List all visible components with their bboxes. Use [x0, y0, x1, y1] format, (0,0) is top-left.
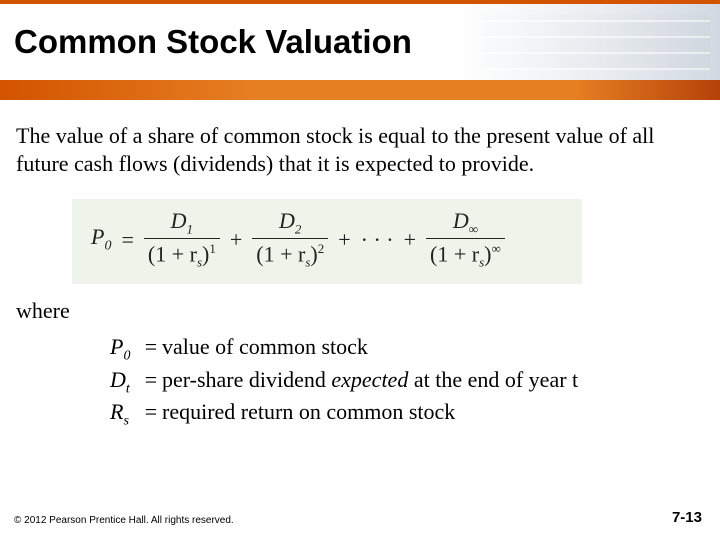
plus-1: + — [230, 227, 242, 253]
stock-valuation-formula: P0 = D1 (1 + rs)1 + D2 (1 + rs)2 + · · ·… — [91, 210, 563, 269]
plus-2: + — [338, 227, 350, 253]
term1-num-var: D — [171, 208, 187, 233]
def1-pre: per-share dividend — [162, 367, 331, 392]
def2-sym: R — [110, 399, 123, 424]
termN-den-base: (1 + r — [430, 242, 479, 267]
def-text: required return on common stock — [162, 399, 704, 425]
equals-sign: = — [121, 227, 133, 253]
def1-post: at the end of year t — [408, 367, 578, 392]
plus-3: + — [404, 227, 416, 253]
ellipsis: · · · — [361, 227, 394, 253]
term1-num-sub: 1 — [187, 221, 194, 236]
def-symbol: Dt — [110, 367, 140, 397]
header-title-bar: Common Stock Valuation — [0, 4, 720, 80]
slide-header: Common Stock Valuation — [0, 0, 720, 100]
def0-sub: 0 — [123, 349, 130, 364]
formula-box: P0 = D1 (1 + rs)1 + D2 (1 + rs)2 + · · ·… — [72, 199, 582, 284]
lhs-subscript: 0 — [104, 239, 111, 254]
def-equals: = — [140, 399, 162, 425]
formula-term-last: D∞ (1 + rs)∞ — [426, 210, 505, 269]
def1-ital: expected — [331, 367, 408, 392]
def0-sym: P — [110, 334, 123, 359]
term1-den-sup: 1 — [209, 241, 216, 256]
formula-term-2: D2 (1 + rs)2 — [252, 210, 328, 269]
def0-pre: value of common stock — [162, 334, 368, 359]
def2-pre: required return on common stock — [162, 399, 455, 424]
term2-den-close: ) — [310, 242, 317, 267]
page-number: 7-13 — [672, 509, 702, 526]
term2-den-sup: 2 — [318, 241, 325, 256]
slide-title: Common Stock Valuation — [14, 23, 412, 61]
term2-num-sub: 2 — [295, 221, 302, 236]
copyright-text: © 2012 Pearson Prentice Hall. All rights… — [14, 515, 234, 526]
def1-sym: D — [110, 367, 126, 392]
intro-paragraph: The value of a share of common stock is … — [16, 122, 704, 177]
term1-den-base: (1 + r — [148, 242, 197, 267]
formula-lhs: P0 — [91, 224, 111, 254]
def1-sub: t — [126, 381, 130, 396]
term2-num-var: D — [279, 208, 295, 233]
def-symbol: P0 — [110, 334, 140, 364]
definitions-list: P0 = value of common stock Dt = per-shar… — [110, 334, 704, 429]
definition-row: P0 = value of common stock — [110, 334, 704, 364]
formula-term-1: D1 (1 + rs)1 — [144, 210, 220, 269]
where-label: where — [16, 298, 704, 324]
definition-row: Dt = per-share dividend expected at the … — [110, 367, 704, 397]
termN-den-sup: ∞ — [491, 241, 500, 256]
header-bottom-stripe — [0, 80, 720, 100]
termN-num-var: D — [453, 208, 469, 233]
def-equals: = — [140, 367, 162, 393]
definition-row: Rs = required return on common stock — [110, 399, 704, 429]
lhs-variable: P — [91, 224, 104, 249]
def-symbol: Rs — [110, 399, 140, 429]
term2-den-base: (1 + r — [256, 242, 305, 267]
def-equals: = — [140, 334, 162, 360]
slide-content: The value of a share of common stock is … — [0, 100, 720, 429]
termN-num-sub: ∞ — [469, 221, 478, 236]
def2-sub: s — [123, 413, 128, 428]
slide-footer: © 2012 Pearson Prentice Hall. All rights… — [14, 509, 702, 526]
def-text: value of common stock — [162, 334, 704, 360]
def-text: per-share dividend expected at the end o… — [162, 367, 704, 393]
